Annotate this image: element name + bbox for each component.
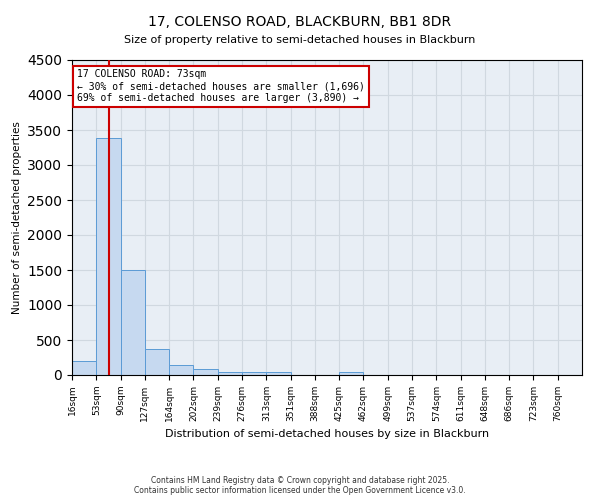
Bar	[339, 372, 364, 375]
Bar	[218, 372, 242, 375]
Bar	[193, 370, 218, 375]
X-axis label: Distribution of semi-detached houses by size in Blackburn: Distribution of semi-detached houses by …	[165, 430, 489, 440]
Text: 17 COLENSO ROAD: 73sqm
← 30% of semi-detached houses are smaller (1,696)
69% of : 17 COLENSO ROAD: 73sqm ← 30% of semi-det…	[77, 70, 365, 102]
Text: 17, COLENSO ROAD, BLACKBURN, BB1 8DR: 17, COLENSO ROAD, BLACKBURN, BB1 8DR	[148, 15, 452, 29]
Text: Size of property relative to semi-detached houses in Blackburn: Size of property relative to semi-detach…	[124, 35, 476, 45]
Bar	[242, 372, 266, 375]
Bar	[169, 364, 193, 375]
Bar	[121, 270, 145, 375]
Bar	[266, 372, 290, 375]
Text: Contains HM Land Registry data © Crown copyright and database right 2025.
Contai: Contains HM Land Registry data © Crown c…	[134, 476, 466, 495]
Y-axis label: Number of semi-detached properties: Number of semi-detached properties	[11, 121, 22, 314]
Bar	[96, 138, 121, 375]
Bar	[72, 361, 96, 375]
Bar	[145, 349, 169, 375]
